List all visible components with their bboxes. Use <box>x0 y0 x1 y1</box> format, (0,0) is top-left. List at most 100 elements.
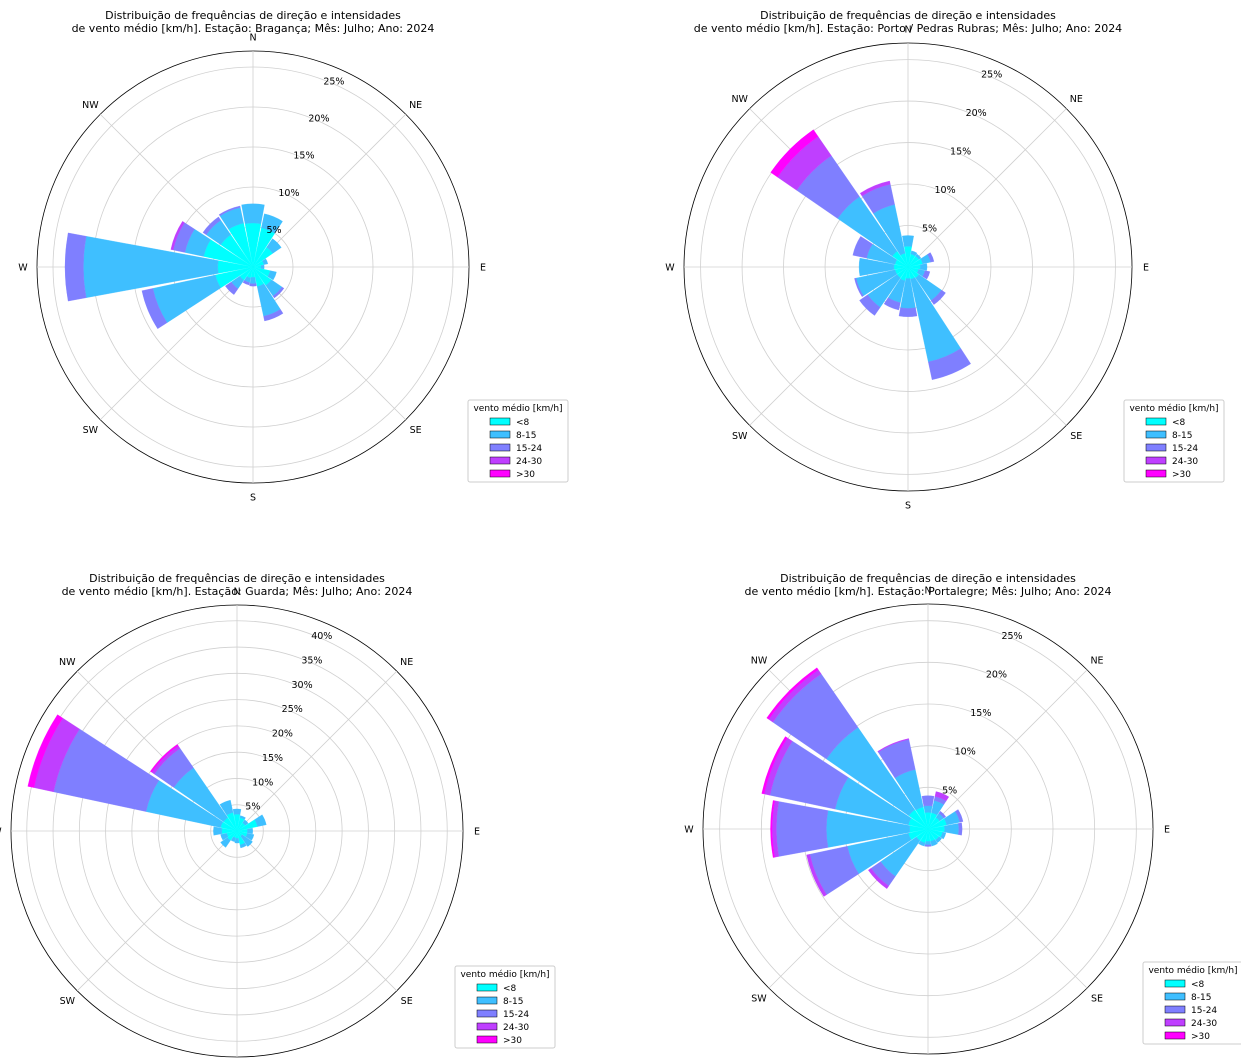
wind-bar <box>242 819 249 826</box>
wind-bar <box>930 839 938 847</box>
legend-swatch <box>1164 992 1186 1001</box>
direction-label: W <box>684 825 694 836</box>
wind-bar <box>150 744 179 773</box>
grid-spoke <box>236 830 398 992</box>
wind-bar <box>218 205 241 217</box>
legend-label: 24-30 <box>503 1023 529 1033</box>
wind-bar <box>930 289 946 305</box>
wind-bar <box>249 277 257 284</box>
wind-bar <box>247 827 253 835</box>
wind-bar <box>859 180 891 197</box>
radial-tick-label: 15% <box>950 147 971 158</box>
legend-label: >30 <box>503 1036 522 1046</box>
legend-label: 8-15 <box>503 997 523 1007</box>
wind-bar <box>225 281 239 295</box>
radial-tick-label: 30% <box>292 680 313 691</box>
direction-label: E <box>1143 263 1149 274</box>
legend-title: vento médio [km/h] <box>1148 965 1237 976</box>
wind-bar <box>852 236 873 259</box>
direction-label: S <box>250 493 256 504</box>
wind-bar <box>898 307 918 317</box>
legend-swatch <box>1145 469 1167 478</box>
wind-bar <box>935 836 942 843</box>
grid-spoke <box>99 266 254 421</box>
wind-bar <box>902 235 914 247</box>
wind-bar <box>915 253 922 260</box>
direction-label: E <box>1164 825 1170 836</box>
wind-bar <box>877 738 910 753</box>
wind-bar <box>927 252 935 263</box>
radial-tick-label: 15% <box>970 708 991 719</box>
wind-bar <box>242 280 250 286</box>
direction-label: SW <box>83 425 99 436</box>
wind-bar <box>806 854 827 897</box>
grid-spoke <box>907 108 1067 268</box>
wind-bar <box>262 258 269 265</box>
wind-bar <box>776 801 829 857</box>
wind-bar <box>249 283 257 287</box>
legend-label: >30 <box>1191 1032 1210 1042</box>
wind-bar <box>272 286 285 299</box>
direction-label: W <box>0 827 2 838</box>
legend-swatch <box>489 469 511 478</box>
wind-bar <box>245 833 255 841</box>
legend-swatch <box>1164 1031 1186 1040</box>
wind-bar <box>938 810 947 819</box>
wind-bar <box>267 270 277 281</box>
legend-swatch <box>1164 979 1186 988</box>
radial-tick-label: 25% <box>323 77 344 88</box>
direction-label: SW <box>751 993 767 1004</box>
chart-title: Distribuição de frequências de direção e… <box>62 572 413 598</box>
legend-swatch <box>1145 430 1167 439</box>
wind-bar <box>239 815 246 820</box>
legend-label: >30 <box>1172 470 1191 480</box>
legend: vento médio [km/h] <8 8-15 15-24 24-30 >30 <box>467 399 569 483</box>
wind-bar <box>239 842 247 849</box>
legend-swatch <box>1145 456 1167 465</box>
legend-title: vento médio [km/h] <box>460 969 549 980</box>
direction-label: SW <box>60 996 76 1007</box>
radial-tick-label: 20% <box>308 114 329 125</box>
legend-label: <8 <box>1172 418 1186 428</box>
wind-bar <box>213 826 223 836</box>
direction-label: SW <box>732 431 748 442</box>
wind-bar <box>266 238 282 254</box>
radial-tick-label: 10% <box>252 777 273 788</box>
wind-bar <box>770 800 775 858</box>
wind-bar <box>234 838 240 844</box>
radial-tick-label: 20% <box>986 669 1007 680</box>
radial-tick-label: 5% <box>266 225 281 236</box>
radial-tick-label: 15% <box>262 753 283 764</box>
legend-swatch <box>476 983 498 992</box>
legend-label: <8 <box>516 418 530 428</box>
wind-bar <box>928 348 971 380</box>
legend-swatch <box>1164 1018 1186 1027</box>
wind-bar <box>232 808 242 815</box>
legend-label: 8-15 <box>1191 993 1211 1003</box>
radial-tick-label: 5% <box>922 224 937 235</box>
wind-bar <box>230 836 236 842</box>
grid-spoke <box>76 830 238 992</box>
direction-label: NE <box>409 100 422 111</box>
wind-bar <box>770 129 819 178</box>
wind-bar <box>27 714 63 788</box>
legend-label: 15-24 <box>503 1010 529 1020</box>
radial-tick-label: 40% <box>311 631 332 642</box>
wind-bar <box>934 791 950 802</box>
direction-label: S <box>905 501 911 512</box>
legend-label: 8-15 <box>1172 431 1192 441</box>
direction-label: SE <box>1070 431 1082 442</box>
direction-label: SE <box>401 996 413 1007</box>
legend-label: <8 <box>503 984 517 994</box>
legend-title: vento médio [km/h] <box>473 403 562 414</box>
legend-label: <8 <box>1191 980 1205 990</box>
legend-swatch <box>476 996 498 1005</box>
radial-tick-label: 25% <box>1001 631 1022 642</box>
wind-bar <box>263 309 284 322</box>
radial-tick-label: 5% <box>245 802 260 813</box>
direction-label: NW <box>731 94 748 105</box>
wind-bar <box>241 203 265 224</box>
legend-label: 15-24 <box>516 444 542 454</box>
legend-swatch <box>489 417 511 426</box>
